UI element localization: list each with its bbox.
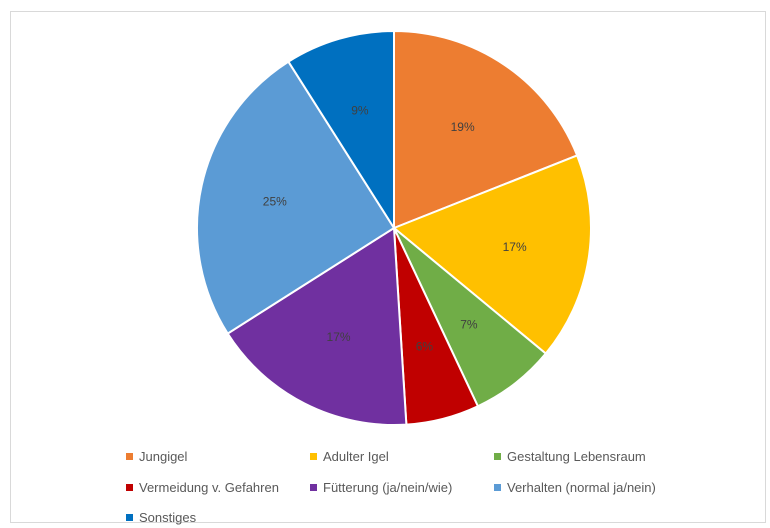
data-label-6: 9% (351, 104, 369, 118)
legend-label: Vermeidung v. Gefahren (139, 480, 279, 495)
legend-swatch (494, 453, 501, 460)
legend-label: Fütterung (ja/nein/wie) (323, 480, 453, 495)
pie-slice-5 (196, 60, 396, 335)
data-label-5: 25% (263, 194, 287, 208)
data-label-4: 17% (327, 330, 351, 344)
pie-slice-0 (393, 29, 579, 230)
data-label-1: 17% (503, 240, 527, 254)
legend-swatch (310, 484, 317, 491)
legend-swatch (310, 453, 317, 460)
data-label-3: 6% (416, 339, 434, 353)
data-label-2: 7% (460, 318, 478, 332)
pie-slice-4 (226, 226, 408, 426)
legend-swatch (494, 484, 501, 491)
legend-label: Verhalten (normal ja/nein) (507, 480, 656, 495)
legend-label: Sonstiges (139, 510, 197, 525)
legend-label: Gestaltung Lebensraum (507, 449, 646, 464)
legend-label: Adulter Igel (323, 449, 389, 464)
data-label-0: 19% (451, 120, 475, 134)
legend-item-adulter-igel: Adulter Igel (310, 449, 389, 464)
legend-item-fuetterung: Fütterung (ja/nein/wie) (310, 480, 452, 495)
legend-item-jungigel: Jungigel (126, 449, 187, 464)
legend-item-vermeidung: Vermeidung v. Gefahren (126, 480, 279, 495)
data-labels: 19% 17% 7% 6% 17% 25% 9% (263, 104, 527, 354)
pie-slices (196, 29, 592, 426)
legend-item-sonstiges: Sonstiges (126, 510, 196, 525)
legend-swatch (126, 453, 133, 460)
legend-item-gestaltung-lebensraum: Gestaltung Lebensraum (494, 449, 646, 464)
pie-slice-6 (287, 29, 395, 232)
legend-label: Jungigel (139, 449, 188, 464)
pie-slice-1 (392, 154, 592, 355)
legend-swatch (126, 514, 133, 521)
legend-item-verhalten: Verhalten (normal ja/nein) (494, 480, 656, 495)
legend-swatch (126, 484, 133, 491)
